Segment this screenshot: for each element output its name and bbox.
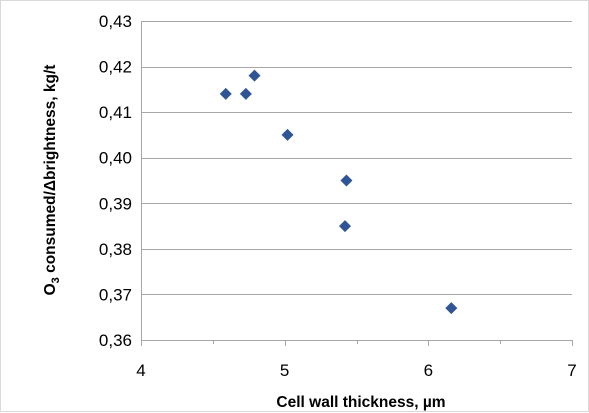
y-tick-label: 0,43 — [99, 12, 132, 31]
y-axis-title-rest: consumed/Δbrightness, kg/t — [42, 65, 59, 278]
x-tick-label: 4 — [136, 361, 145, 380]
data-point — [281, 128, 294, 141]
y-tick-label: 0,36 — [99, 331, 132, 350]
data-point — [248, 69, 261, 82]
grid-layer — [141, 21, 572, 295]
x-tick-label: 6 — [424, 361, 433, 380]
y-tick-label: 0,39 — [99, 194, 132, 213]
y-tick-label: 0,42 — [99, 58, 132, 77]
data-points — [219, 69, 458, 315]
y-tick-label: 0,40 — [99, 149, 132, 168]
axis-layer — [141, 21, 573, 346]
data-point — [339, 220, 352, 233]
data-point — [340, 174, 353, 187]
y-axis-title-lead: O — [42, 283, 59, 295]
x-axis-title: Cell wall thickness, µm — [276, 394, 445, 411]
data-point — [239, 87, 252, 100]
x-tick-labels: 4 5 6 7 — [136, 361, 576, 380]
x-tick-label: 5 — [280, 361, 289, 380]
y-tick-label: 0,41 — [99, 103, 132, 122]
x-tick-label: 7 — [567, 361, 576, 380]
y-axis-title: O3 consumed/Δbrightness, kg/t — [42, 65, 62, 296]
y-axis-title-subscript: 3 — [50, 277, 62, 283]
y-tick-label: 0,37 — [99, 285, 132, 304]
data-point — [445, 302, 458, 315]
y-tick-label: 0,38 — [99, 240, 132, 259]
data-point — [219, 87, 232, 100]
y-tick-labels: 0,36 0,37 0,38 0,39 0,40 0,41 0,42 0,43 — [99, 12, 132, 350]
